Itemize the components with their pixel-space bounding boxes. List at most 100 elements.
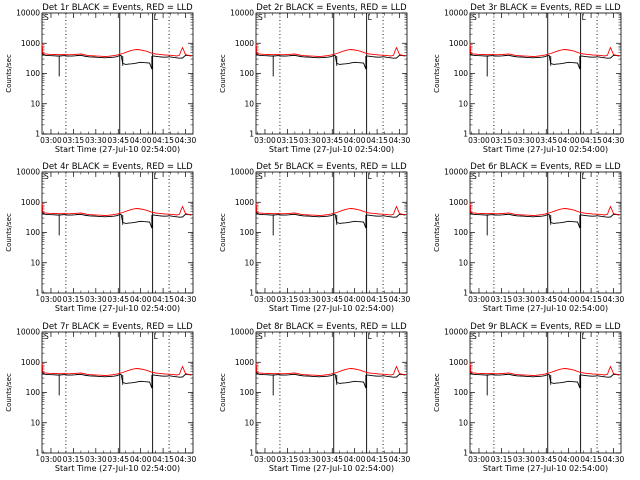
y-axis-label: Counts/sec (5, 54, 13, 93)
y-axis-label: Counts/sec (433, 213, 441, 252)
corner-marker-s: S (472, 332, 477, 341)
corner-marker-s: S (472, 13, 477, 22)
x-tick-label: 04:00 (130, 136, 152, 145)
y-tick-label: 10000 (230, 168, 254, 177)
corner-marker-l: L (368, 332, 373, 341)
y-tick-label: 100 (454, 228, 469, 237)
y-tick-label: 10000 (444, 9, 468, 18)
detector-panel-2: Det 2r BLACK = Events, RED = LLD 1 10 100 10… (219, 3, 411, 154)
y-tick-label: 1000 (21, 39, 40, 48)
plot-frame (41, 331, 194, 454)
x-tick-label: 04:00 (344, 295, 366, 304)
corner-marker-s: S (258, 332, 263, 341)
x-tick-label: 03:30 (85, 455, 107, 464)
lld-series-line (255, 202, 406, 216)
plot-frame (255, 12, 408, 135)
x-tick-label: 03:30 (513, 295, 535, 304)
corner-marker-s: S (258, 172, 263, 181)
x-tick-label: 03:30 (513, 455, 535, 464)
x-tick-label: 03:00 (254, 455, 276, 464)
y-tick-label: 10 (30, 418, 40, 427)
x-tick-label: 04:00 (130, 455, 152, 464)
y-tick-label: 100 (26, 388, 41, 397)
x-tick-label: 03:45 (535, 136, 557, 145)
x-axis-label: Start Time (27-Jul-10 02:54:00) (483, 145, 608, 154)
y-tick-label: 100 (240, 69, 255, 78)
detector-panel-1: Det 1r BLACK = Events, RED = LLD 1 10 100 10… (5, 3, 197, 154)
x-tick-label: 03:30 (299, 136, 321, 145)
x-axis-label: Start Time (27-Jul-10 02:54:00) (483, 304, 608, 313)
x-axis-label: Start Time (27-Jul-10 02:54:00) (269, 304, 394, 313)
detector-panel-7: Det 7r BLACK = Events, RED = LLD 1 10 100 10… (5, 322, 197, 473)
x-tick-label: 04:30 (603, 295, 625, 304)
events-series-line (469, 44, 620, 70)
x-tick-label: 04:15 (366, 295, 388, 304)
detector-panel-5: Det 5r BLACK = Events, RED = LLD 1 10 100 10… (219, 162, 411, 313)
x-tick-label: 03:00 (468, 295, 490, 304)
panel-title: Det 7r BLACK = Events, RED = LLD (42, 322, 193, 332)
y-tick-label: 10 (30, 99, 40, 108)
x-tick-label: 04:15 (580, 455, 602, 464)
y-tick-label: 100 (26, 69, 41, 78)
x-tick-label: 04:30 (175, 455, 197, 464)
panel-title: Det 8r BLACK = Events, RED = LLD (256, 322, 407, 332)
x-tick-label: 04:00 (130, 295, 152, 304)
x-tick-label: 04:00 (558, 136, 580, 145)
x-tick-label: 04:00 (558, 295, 580, 304)
lld-series-line (255, 43, 406, 57)
y-tick-label: 10 (458, 418, 468, 427)
x-tick-label: 03:45 (107, 295, 129, 304)
y-axis-label: Counts/sec (433, 54, 441, 93)
plot-frame (469, 171, 622, 294)
detector-panel-9: Det 9r BLACK = Events, RED = LLD 1 10 100 10… (433, 322, 625, 473)
x-axis-label: Start Time (27-Jul-10 02:54:00) (269, 464, 394, 473)
y-tick-label: 10000 (230, 9, 254, 18)
x-tick-label: 03:30 (85, 295, 107, 304)
corner-marker-l: L (582, 172, 587, 181)
x-tick-label: 04:00 (344, 455, 366, 464)
lld-series-line (255, 362, 406, 376)
events-series-line (41, 363, 192, 389)
events-series-line (469, 363, 620, 389)
events-series-line (41, 203, 192, 229)
y-tick-label: 1 (35, 449, 40, 458)
y-axis-label: Counts/sec (5, 373, 13, 412)
corner-marker-l: L (154, 13, 159, 22)
panel-title: Det 5r BLACK = Events, RED = LLD (256, 162, 407, 172)
y-tick-label: 10000 (230, 328, 254, 337)
x-tick-label: 03:15 (491, 295, 513, 304)
y-tick-label: 10 (244, 258, 254, 267)
y-tick-label: 10 (244, 99, 254, 108)
x-tick-label: 04:15 (580, 136, 602, 145)
y-tick-label: 1000 (21, 198, 40, 207)
corner-marker-s: S (44, 172, 49, 181)
panel-title: Det 9r BLACK = Events, RED = LLD (470, 322, 621, 332)
x-tick-label: 03:00 (468, 136, 490, 145)
lld-series-line (469, 202, 620, 216)
plot-frame (469, 331, 622, 454)
y-tick-label: 1000 (235, 39, 254, 48)
x-tick-label: 03:45 (321, 295, 343, 304)
x-tick-label: 03:15 (491, 455, 513, 464)
x-tick-label: 03:00 (254, 136, 276, 145)
y-tick-label: 10000 (444, 328, 468, 337)
y-axis-label: Counts/sec (433, 373, 441, 412)
x-tick-label: 03:15 (63, 136, 85, 145)
x-tick-label: 03:15 (277, 455, 299, 464)
y-tick-label: 10 (458, 99, 468, 108)
y-tick-label: 100 (454, 388, 469, 397)
y-axis-label: Counts/sec (219, 213, 227, 252)
y-tick-label: 10000 (16, 9, 40, 18)
x-axis-label: Start Time (27-Jul-10 02:54:00) (483, 464, 608, 473)
y-tick-label: 10000 (444, 168, 468, 177)
x-tick-label: 03:00 (468, 455, 490, 464)
x-tick-label: 03:15 (63, 295, 85, 304)
y-tick-label: 1000 (449, 358, 468, 367)
detector-panel-6: Det 6r BLACK = Events, RED = LLD 1 10 100 10… (433, 162, 625, 313)
x-tick-label: 03:30 (513, 136, 535, 145)
corner-marker-l: L (368, 172, 373, 181)
lld-series-line (41, 362, 192, 376)
y-tick-label: 1000 (449, 198, 468, 207)
x-tick-label: 04:15 (580, 295, 602, 304)
x-tick-label: 03:15 (491, 136, 513, 145)
